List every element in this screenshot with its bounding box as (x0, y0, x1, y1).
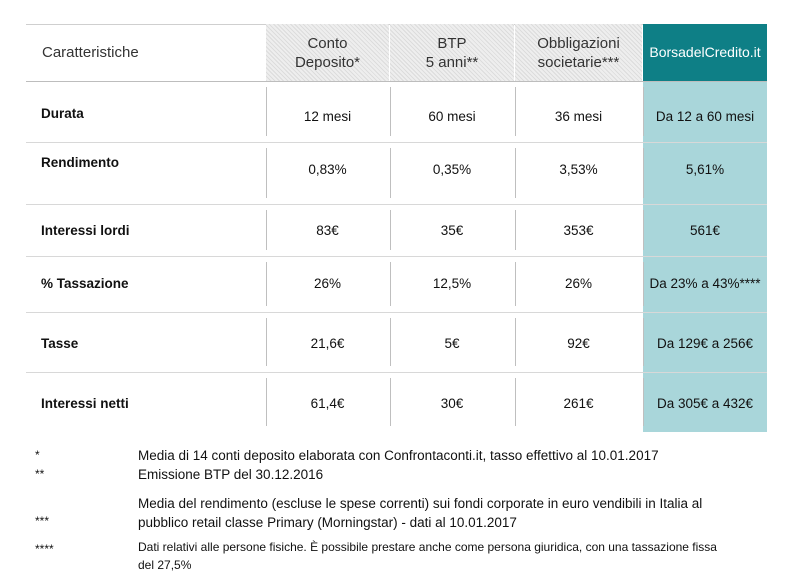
footnote-mark: * (35, 448, 40, 462)
footnote-text: Media di 14 conti deposito elaborata con… (138, 448, 659, 463)
header-caratteristiche: Caratteristiche (42, 44, 139, 61)
table-cell: 61,4€ (310, 396, 345, 411)
column-separator (266, 262, 267, 306)
table-row: Tasse 21,6€ 5€ 92€ Da 129€ a 256€ (26, 312, 767, 372)
column-separator (390, 262, 391, 306)
column-separator (390, 318, 391, 366)
table-cell: 92€ (567, 336, 590, 351)
column-separator (266, 318, 267, 366)
column-separator (390, 148, 391, 198)
table-cell: 0,35% (432, 162, 472, 177)
footnote-mark: ** (35, 467, 45, 481)
row-label: Durata (41, 106, 84, 121)
header-btp: BTP 5 anni** (390, 24, 514, 81)
header-borsadelcredito: BorsadelCredito.it (643, 24, 767, 81)
column-separator (515, 148, 516, 198)
column-separator (643, 87, 644, 136)
table-row: % Tassazione 26% 12,5% 26% Da 23% a 43%**** (26, 256, 767, 312)
row-divider (26, 204, 767, 205)
table-cell: Da 305€ a 432€ (656, 396, 754, 411)
table-row: Rendimento 0,83% 0,35% 3,53% 5,61% (26, 142, 767, 204)
table-cell: 5€ (444, 336, 460, 351)
table-cell: 0,83% (308, 162, 347, 177)
table-cell: 26% (564, 276, 593, 291)
column-separator (390, 378, 391, 426)
table-cell: Da 12 a 60 mesi (655, 109, 755, 124)
table-cell: 35€ (440, 223, 464, 238)
table-cell: 3,53% (559, 162, 598, 177)
column-separator (266, 378, 267, 426)
column-separator (390, 87, 391, 136)
header-conto-deposito-text: Conto Deposito* (294, 34, 361, 71)
column-separator (515, 87, 516, 136)
column-separator (515, 262, 516, 306)
footnote-text: Dati relativi alle persone fisiche. È po… (138, 540, 717, 572)
table-cell: 5,61% (685, 162, 725, 177)
table-cell: 12 mesi (303, 109, 352, 124)
table-row: Interessi netti 61,4€ 30€ 261€ Da 305€ a 432… (26, 372, 767, 432)
footnote-text: Emissione BTP del 30.12.2016 (138, 467, 324, 482)
table-cell: 60 mesi (428, 109, 476, 124)
column-separator (643, 210, 644, 250)
table-cell: 561€ (689, 223, 721, 238)
table-row: Durata 12 mesi 60 mesi 36 mesi Da 12 a 60 me… (26, 81, 767, 142)
table-cell: 353€ (563, 223, 594, 238)
header-btp-text: BTP 5 anni** (425, 34, 479, 71)
column-separator (390, 210, 391, 250)
row-label: % Tassazione (41, 276, 129, 291)
column-separator (643, 318, 644, 366)
table-cell: 261€ (563, 396, 594, 411)
row-label: Interessi netti (41, 396, 129, 411)
table-cell: 83€ (316, 223, 339, 238)
row-label: Tasse (41, 336, 79, 351)
column-separator (515, 318, 516, 366)
row-divider (26, 312, 767, 313)
column-separator (643, 378, 644, 426)
comparison-table: Caratteristiche Conto Deposito* BTP 5 an… (26, 24, 767, 432)
footnote-mark: **** (35, 542, 54, 556)
table-cell: Da 129€ a 256€ (656, 336, 754, 351)
footnote-text: Media del rendimento (escluse le spese c… (138, 496, 703, 530)
table-cell: 26% (313, 276, 342, 291)
column-separator (643, 148, 644, 198)
row-label: Interessi lordi (41, 223, 130, 238)
header-divider (26, 81, 767, 82)
column-separator (266, 148, 267, 198)
header-conto-deposito: Conto Deposito* (266, 24, 389, 81)
column-separator (266, 210, 267, 250)
footnote-mark: *** (35, 514, 50, 528)
column-separator (515, 210, 516, 250)
column-separator (643, 262, 644, 306)
header-obbligazioni: Obbligazioni societarie*** (515, 24, 642, 81)
row-label: Rendimento (41, 155, 120, 170)
table-row: Interessi lordi 83€ 35€ 353€ 561€ (26, 204, 767, 256)
table-cell: 36 mesi (554, 109, 603, 124)
table-cell: Da 23% a 43%**** (649, 276, 761, 291)
column-separator (515, 378, 516, 426)
table-cell: 12,5% (432, 276, 472, 291)
row-divider (26, 142, 767, 143)
row-divider (26, 256, 767, 257)
table-cell: 21,6€ (310, 336, 345, 351)
header-obbligazioni-text: Obbligazioni societarie*** (537, 34, 620, 71)
row-divider (26, 372, 767, 373)
column-separator (266, 87, 267, 136)
table-cell: 30€ (440, 396, 464, 411)
